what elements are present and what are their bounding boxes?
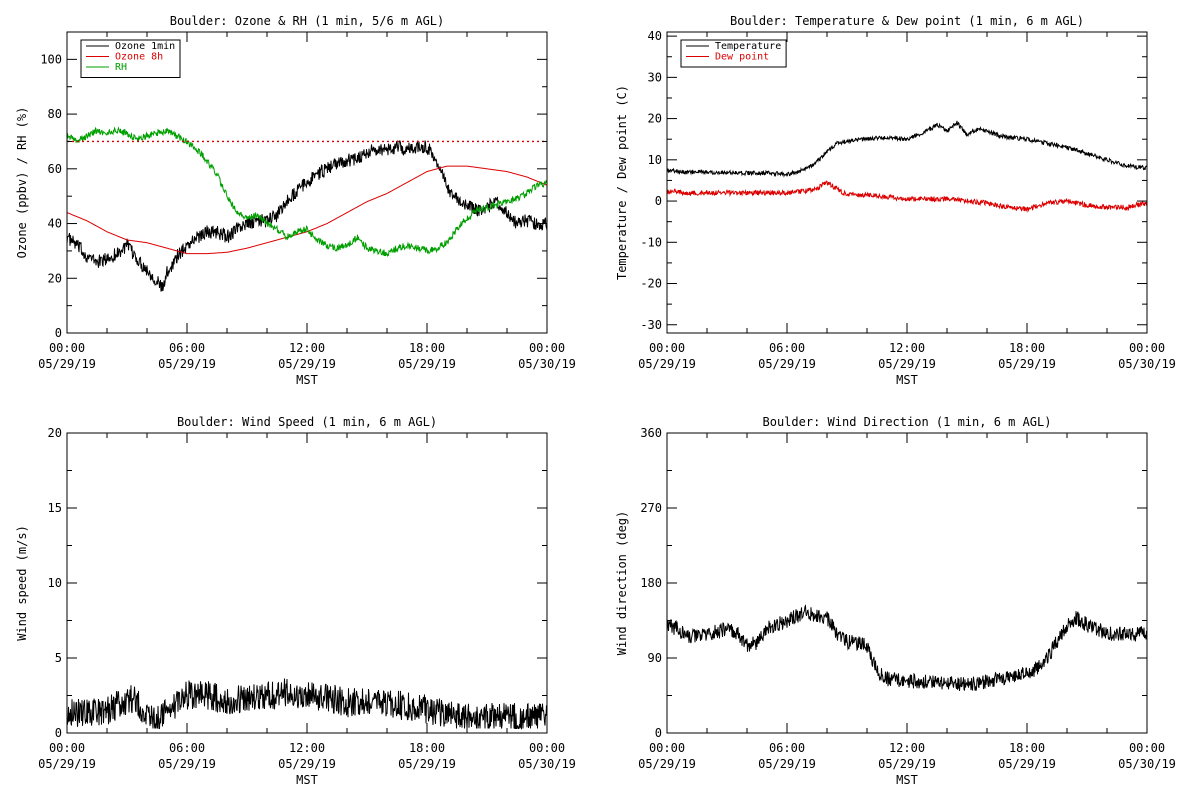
chart-title: Boulder: Wind Direction (1 min, 6 m AGL) bbox=[763, 415, 1052, 429]
x-tick-label-time: 18:00 bbox=[1009, 741, 1045, 755]
series-line-wind-speed bbox=[66, 678, 548, 730]
x-tick-label-date: 05/29/19 bbox=[158, 357, 216, 371]
x-tick-label-time: 12:00 bbox=[289, 341, 325, 355]
y-tick-label: 30 bbox=[648, 70, 662, 84]
y-tick-label: 80 bbox=[48, 107, 62, 121]
x-tick-label-date: 05/29/19 bbox=[638, 757, 696, 771]
x-tick-label-date: 05/30/19 bbox=[1118, 757, 1176, 771]
y-tick-label: -20 bbox=[640, 277, 662, 291]
x-tick-label-time: 00:00 bbox=[49, 741, 85, 755]
legend-box bbox=[680, 39, 787, 68]
y-tick-label: -30 bbox=[640, 318, 662, 332]
y-tick-label: 20 bbox=[48, 271, 62, 285]
y-axis-label: Wind direction (deg) bbox=[615, 511, 629, 656]
panel-ozone-rh: Boulder: Ozone & RH (1 min, 5/6 m AGL)00… bbox=[15, 14, 576, 387]
x-tick-label-date: 05/29/19 bbox=[878, 357, 936, 371]
y-tick-label: -10 bbox=[640, 235, 662, 249]
y-tick-label: 0 bbox=[655, 194, 662, 208]
x-tick-label-date: 05/29/19 bbox=[398, 757, 456, 771]
x-tick-label-date: 05/29/19 bbox=[878, 757, 936, 771]
x-axis-label: MST bbox=[896, 373, 918, 387]
legend-label: Dew point bbox=[715, 52, 769, 63]
x-tick-label-date: 05/29/19 bbox=[398, 357, 456, 371]
panel-wind-direction: Boulder: Wind Direction (1 min, 6 m AGL)… bbox=[615, 415, 1176, 787]
chart-title: Boulder: Ozone & RH (1 min, 5/6 m AGL) bbox=[170, 14, 445, 28]
x-tick-label-time: 18:00 bbox=[409, 341, 445, 355]
panel-wind-speed: Boulder: Wind Speed (1 min, 6 m AGL) 00:0… bbox=[15, 415, 576, 787]
x-tick-label-time: 12:00 bbox=[289, 741, 325, 755]
x-tick-label-date: 05/29/19 bbox=[998, 757, 1056, 771]
y-tick-label: 180 bbox=[640, 576, 662, 590]
y-axis-label: Temperature / Dew point (C) bbox=[615, 85, 629, 280]
y-tick-label: 5 bbox=[55, 651, 62, 665]
x-tick-label-time: 00:00 bbox=[49, 341, 85, 355]
panel-temp-dewpoint: Boulder: Temperature & Dew point (1 min,… bbox=[615, 14, 1176, 387]
x-tick-label-date: 05/29/19 bbox=[278, 757, 336, 771]
chart-title: Boulder: Temperature & Dew point (1 min,… bbox=[730, 14, 1084, 28]
series-line-ozone-1min bbox=[66, 140, 548, 292]
series-line-temperature bbox=[666, 120, 1148, 178]
x-tick-label-time: 06:00 bbox=[769, 741, 805, 755]
x-tick-label-time: 06:00 bbox=[769, 341, 805, 355]
x-tick-label-date: 05/29/19 bbox=[758, 757, 816, 771]
y-axis-label: Ozone (ppbv) / RH (%) bbox=[15, 107, 29, 259]
legend-label: Ozone 8h bbox=[115, 52, 163, 63]
x-tick-label-date: 05/29/19 bbox=[278, 357, 336, 371]
x-tick-label-date: 05/29/19 bbox=[38, 757, 96, 771]
x-tick-label-time: 00:00 bbox=[1129, 341, 1165, 355]
x-tick-label-time: 18:00 bbox=[409, 741, 445, 755]
legend-label: Temperature bbox=[715, 41, 781, 52]
series-line-ozone-8h bbox=[66, 165, 548, 255]
y-tick-label: 20 bbox=[48, 426, 62, 440]
x-tick-label-date: 05/30/19 bbox=[1118, 357, 1176, 371]
x-tick-label-date: 05/30/19 bbox=[518, 357, 576, 371]
y-tick-label: 360 bbox=[640, 426, 662, 440]
y-tick-label: 0 bbox=[55, 726, 62, 740]
x-axis-label: MST bbox=[296, 373, 318, 387]
plot-frame bbox=[666, 432, 1148, 734]
x-tick-label-time: 18:00 bbox=[1009, 341, 1045, 355]
y-tick-label: 0 bbox=[655, 726, 662, 740]
y-tick-label: 60 bbox=[48, 162, 62, 176]
x-tick-label-time: 06:00 bbox=[169, 341, 205, 355]
x-tick-label-time: 00:00 bbox=[649, 341, 685, 355]
x-tick-label-date: 05/29/19 bbox=[158, 757, 216, 771]
y-tick-label: 10 bbox=[48, 576, 62, 590]
legend-label: RH bbox=[115, 62, 127, 73]
x-tick-label-date: 05/29/19 bbox=[638, 357, 696, 371]
y-tick-label: 0 bbox=[55, 326, 62, 340]
y-tick-label: 15 bbox=[48, 501, 62, 515]
x-tick-label-time: 00:00 bbox=[529, 341, 565, 355]
y-tick-label: 40 bbox=[48, 217, 62, 231]
x-tick-label-time: 00:00 bbox=[649, 741, 685, 755]
x-tick-label-date: 05/29/19 bbox=[758, 357, 816, 371]
y-tick-label: 20 bbox=[648, 112, 662, 126]
x-tick-label-time: 06:00 bbox=[169, 741, 205, 755]
x-axis-label: MST bbox=[896, 773, 918, 787]
x-tick-label-date: 05/30/19 bbox=[518, 757, 576, 771]
series-line-dew-point bbox=[667, 180, 1148, 213]
x-tick-label-date: 05/29/19 bbox=[38, 357, 96, 371]
series-line-rh bbox=[66, 126, 548, 258]
y-tick-label: 100 bbox=[40, 52, 62, 66]
plot-frame bbox=[666, 31, 1148, 334]
x-tick-label-time: 12:00 bbox=[889, 741, 925, 755]
y-axis-label: Wind speed (m/s) bbox=[15, 525, 29, 641]
chart-title: Boulder: Wind Speed (1 min, 6 m AGL) bbox=[177, 415, 437, 429]
legend-label: Ozone 1min bbox=[115, 41, 175, 52]
y-tick-label: 10 bbox=[648, 153, 662, 167]
x-tick-label-time: 00:00 bbox=[529, 741, 565, 755]
series-line-wind-direction bbox=[666, 604, 1148, 692]
x-axis-label: MST bbox=[296, 773, 318, 787]
y-tick-label: 90 bbox=[648, 651, 662, 665]
y-tick-label: 40 bbox=[648, 29, 662, 43]
plot-frame bbox=[66, 432, 548, 734]
x-tick-label-date: 05/29/19 bbox=[998, 357, 1056, 371]
y-tick-label: 270 bbox=[640, 501, 662, 515]
x-tick-label-time: 12:00 bbox=[889, 341, 925, 355]
x-tick-label-time: 00:00 bbox=[1129, 741, 1165, 755]
